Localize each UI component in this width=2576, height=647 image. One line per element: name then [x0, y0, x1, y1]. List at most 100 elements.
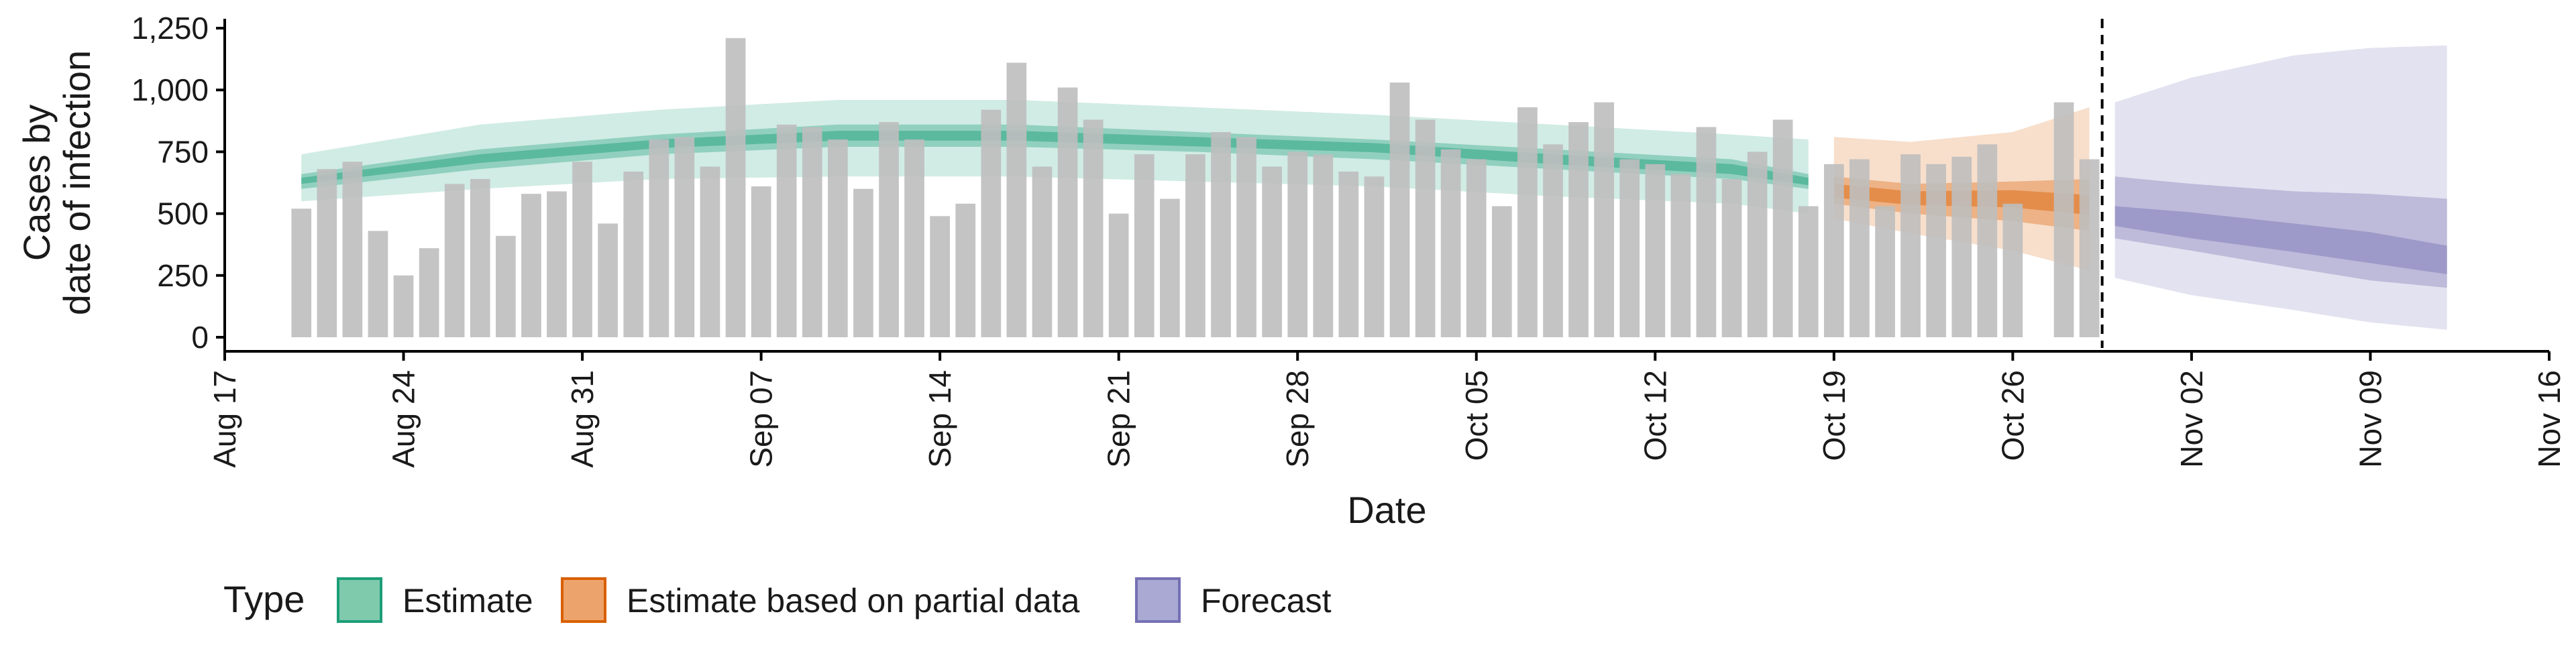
legend-key-3 — [1135, 577, 1181, 623]
data-bar — [1875, 206, 1895, 337]
data-bar — [1492, 206, 1512, 337]
data-bar — [623, 171, 644, 337]
data-bar — [904, 139, 924, 337]
y-tick-label: 1,000 — [131, 72, 209, 107]
data-bar — [2002, 203, 2023, 337]
y-tick-label: 1,250 — [131, 11, 209, 46]
data-bar — [981, 109, 1002, 337]
data-bar — [1900, 154, 1921, 337]
data-bar — [1057, 87, 1078, 337]
bar-layer — [291, 38, 2100, 338]
y-axis-title-line-1: Cases by — [15, 105, 58, 261]
data-bar — [1389, 82, 1410, 337]
data-bar — [828, 139, 848, 337]
data-bar — [1926, 164, 1946, 338]
data-bar — [1287, 152, 1308, 337]
data-bar — [1670, 174, 1691, 337]
data-bar — [1415, 119, 1436, 337]
data-bar — [1645, 164, 1666, 338]
data-bar — [955, 203, 976, 337]
data-bar — [1160, 198, 1180, 337]
y-tick-label: 250 — [157, 258, 209, 293]
axes-layer: 0 250 500 750 1,000 1,250 Aug 17 Aug 24 Aug 31 Se… — [15, 11, 2567, 531]
legend-key-1 — [337, 577, 382, 623]
data-bar — [1083, 119, 1104, 337]
data-bar — [725, 38, 746, 338]
data-bar — [1364, 176, 1385, 337]
data-bar — [1211, 131, 1231, 337]
data-bar — [2053, 102, 2074, 337]
y-tick-label: 750 — [157, 134, 209, 169]
forecast-band-90 — [2114, 45, 2447, 330]
data-bar — [1440, 149, 1461, 337]
legend-label-3: Forecast — [1201, 582, 1332, 620]
legend-label-1: Estimate — [402, 582, 533, 620]
x-tick-label: Oct 05 — [1459, 370, 1494, 461]
legend: Type Estimate Estimate based on partial da… — [223, 577, 1332, 623]
data-bar — [751, 186, 771, 337]
data-bar — [1594, 102, 1614, 337]
data-bar — [1951, 156, 1972, 338]
data-bar — [1338, 171, 1359, 337]
data-bar — [1772, 119, 1793, 337]
data-bar — [1849, 159, 1870, 337]
data-bar — [674, 137, 695, 338]
legend-key-2 — [561, 577, 606, 623]
data-bar — [1747, 152, 1768, 337]
data-bar — [776, 124, 797, 338]
x-tick-label: Aug 31 — [565, 370, 600, 468]
x-tick-label: Sep 28 — [1280, 370, 1315, 468]
data-bar — [1543, 144, 1563, 338]
x-tick-label: Nov 09 — [2353, 370, 2387, 468]
data-bar — [470, 179, 490, 337]
x-tick-label: Nov 16 — [2532, 370, 2567, 468]
data-bar — [496, 235, 516, 337]
x-tick-label: Sep 07 — [744, 370, 779, 468]
data-bar — [1108, 213, 1129, 337]
data-bar — [1134, 154, 1155, 337]
x-tick-label: Oct 19 — [1817, 370, 1851, 461]
data-bar — [342, 162, 363, 337]
data-bar — [1824, 164, 1844, 338]
data-bar — [802, 127, 822, 337]
data-bar — [572, 162, 592, 337]
data-bar — [1619, 159, 1640, 337]
data-bar — [368, 231, 388, 337]
x-tick-label: Oct 26 — [1995, 370, 2030, 461]
legend-title: Type — [223, 578, 305, 620]
data-bar — [1006, 62, 1027, 337]
data-bar — [317, 169, 337, 337]
data-bar — [1185, 154, 1205, 337]
data-bar — [1977, 144, 1998, 338]
data-bar — [547, 191, 567, 337]
data-bar — [853, 188, 873, 337]
data-bar — [2079, 159, 2100, 337]
x-tick-label: Sep 14 — [922, 370, 957, 468]
data-bar — [879, 122, 899, 337]
data-bar — [1568, 122, 1589, 337]
data-bar — [393, 275, 414, 337]
x-tick-label: Aug 17 — [207, 370, 242, 468]
data-bar — [291, 209, 312, 337]
data-bar — [649, 139, 669, 337]
y-axis-title: Cases bydate of infection — [15, 50, 98, 315]
x-tick-label: Oct 12 — [1638, 370, 1672, 461]
forecast-band-20 — [2114, 206, 2447, 274]
data-bar — [1721, 179, 1742, 337]
data-bar — [1313, 154, 1334, 337]
x-tick-label: Nov 02 — [2174, 370, 2209, 468]
data-bar — [1236, 137, 1256, 338]
y-axis-title-line-2: date of infection — [56, 50, 98, 315]
y-tick-label: 500 — [157, 196, 209, 231]
data-bar — [1798, 206, 1819, 337]
data-bar — [1262, 166, 1282, 337]
data-bar — [444, 184, 465, 337]
y-tick-label: 0 — [191, 320, 209, 355]
data-bar — [1466, 159, 1487, 337]
x-axis-title: Date — [1347, 489, 1426, 531]
data-bar — [521, 194, 541, 337]
data-bar — [930, 216, 950, 337]
data-bar — [419, 248, 439, 337]
